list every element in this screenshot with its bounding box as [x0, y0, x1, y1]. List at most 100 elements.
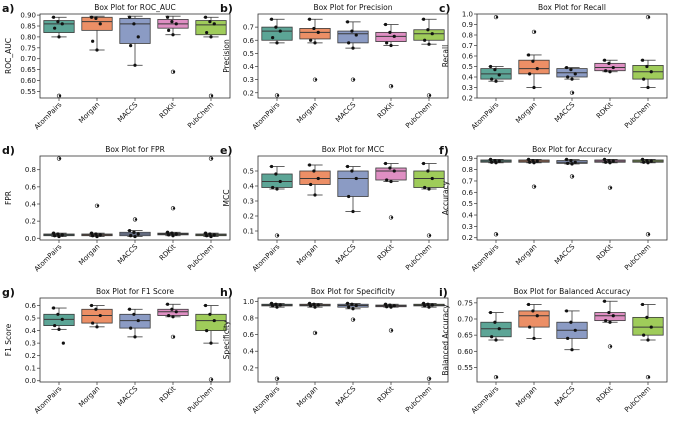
y-tick-label: 0.8 [462, 166, 473, 174]
y-tick-label: 0.55 [20, 88, 36, 96]
data-point [208, 20, 212, 24]
y-tick-label: 0.2 [243, 89, 254, 97]
data-point [269, 17, 274, 21]
data-point [271, 36, 275, 40]
data-point [307, 163, 312, 167]
y-axis-label: ROC_AUC [4, 38, 13, 74]
x-tick-label: MACCS [334, 100, 358, 124]
data-point [171, 315, 175, 319]
data-point [532, 161, 536, 165]
data-point [573, 328, 577, 332]
data-point [649, 325, 653, 329]
y-tick-label: 0.60 [20, 77, 36, 85]
x-tick-label: RDKit [376, 101, 396, 121]
y-tick-label: 0.5 [462, 200, 473, 208]
data-point [430, 303, 434, 307]
data-point [389, 179, 393, 184]
box-morgan [518, 310, 550, 328]
x-tick-label: Morgan [77, 101, 101, 125]
x-tick-label: MACCS [116, 242, 140, 266]
data-point [132, 312, 136, 316]
x-tick-label: AtomPairs [251, 101, 282, 132]
y-tick-label: 0.90 [20, 12, 36, 20]
x-tick-label: MACCS [553, 100, 577, 124]
chart-panel: f) Box Plot for Accuracy 0.2 0.3 0.4 0.5 0.6 0.… [439, 144, 668, 273]
data-point [275, 41, 279, 45]
data-point [566, 336, 570, 340]
data-point [426, 302, 430, 306]
data-point [57, 35, 61, 39]
data-point [167, 28, 171, 32]
data-point [91, 234, 95, 238]
data-point [646, 85, 650, 90]
data-point [421, 301, 426, 306]
y-tick-label: 0.4 [25, 327, 37, 335]
data-point [271, 304, 275, 308]
data-point [171, 234, 175, 238]
data-point [388, 30, 392, 34]
data-point [309, 182, 313, 187]
data-point [352, 78, 356, 81]
data-point [495, 15, 499, 19]
chart-panel: i) Box Plot for Balanced Accuracy 0.55 0.60… [439, 286, 668, 415]
data-point [172, 70, 176, 74]
data-point [136, 232, 140, 236]
data-point [430, 176, 434, 181]
box-pubchem [632, 316, 664, 336]
data-point [61, 341, 65, 345]
y-tick-label: 0.5 [462, 63, 473, 71]
data-point [573, 72, 577, 76]
data-point [316, 176, 320, 181]
data-point [608, 161, 612, 165]
y-axis-label: Accuracy [441, 180, 450, 215]
data-point [203, 303, 208, 308]
data-point [488, 64, 493, 69]
y-tick-label: 0.3 [243, 76, 254, 84]
x-tick-label: RDKit [158, 385, 178, 405]
y-tick-label: 0.6 [243, 331, 255, 339]
x-tick-label: MACCS [334, 242, 358, 266]
y-tick-label: 0.70 [457, 316, 473, 324]
x-tick-label: Morgan [514, 385, 538, 409]
data-point [57, 234, 61, 239]
x-tick-label: MACCS [334, 384, 358, 408]
x-tick-label: PubChem [186, 385, 215, 414]
y-tick-label: 0.5 [243, 168, 254, 176]
y-tick-label: 0.4 [243, 63, 255, 71]
data-point [134, 218, 138, 221]
y-tick-label: 0.55 [457, 364, 473, 372]
y-axis-label: Specificity [222, 320, 231, 359]
data-point [645, 64, 649, 69]
data-point [647, 375, 651, 379]
y-axis-label: Recall [441, 45, 450, 67]
data-point [276, 234, 280, 237]
data-point [430, 32, 434, 36]
y-tick-label: 0.9 [462, 21, 473, 29]
x-tick-label: AtomPairs [33, 243, 64, 274]
y-tick-label: 1.0 [243, 298, 254, 306]
data-point [209, 35, 213, 39]
data-point [570, 348, 574, 352]
chart-title: Box Plot for F1 Score [96, 287, 174, 296]
data-point [646, 161, 650, 165]
x-tick-label: Morgan [514, 101, 538, 125]
data-point [210, 157, 214, 160]
data-point [89, 303, 94, 308]
data-point [571, 175, 575, 178]
data-point [564, 65, 569, 70]
y-tick-label: 0.0 [25, 235, 36, 243]
data-point [607, 61, 611, 65]
y-tick-label: 0.6 [462, 189, 474, 197]
data-point [274, 302, 278, 306]
x-tick-label: RDKit [158, 243, 178, 263]
panel-label: h) [220, 286, 233, 299]
data-point [569, 320, 573, 324]
data-point [56, 20, 60, 24]
y-tick-label: 0.75 [457, 299, 473, 307]
data-point [212, 233, 216, 237]
x-tick-label: PubChem [186, 101, 215, 130]
chart-panel: d) Box Plot for FPR 0.0 0.2 0.4 0.6 0.8 FPR Atom… [2, 144, 231, 274]
data-point [528, 325, 532, 329]
data-point [494, 161, 498, 165]
data-point [203, 231, 208, 235]
